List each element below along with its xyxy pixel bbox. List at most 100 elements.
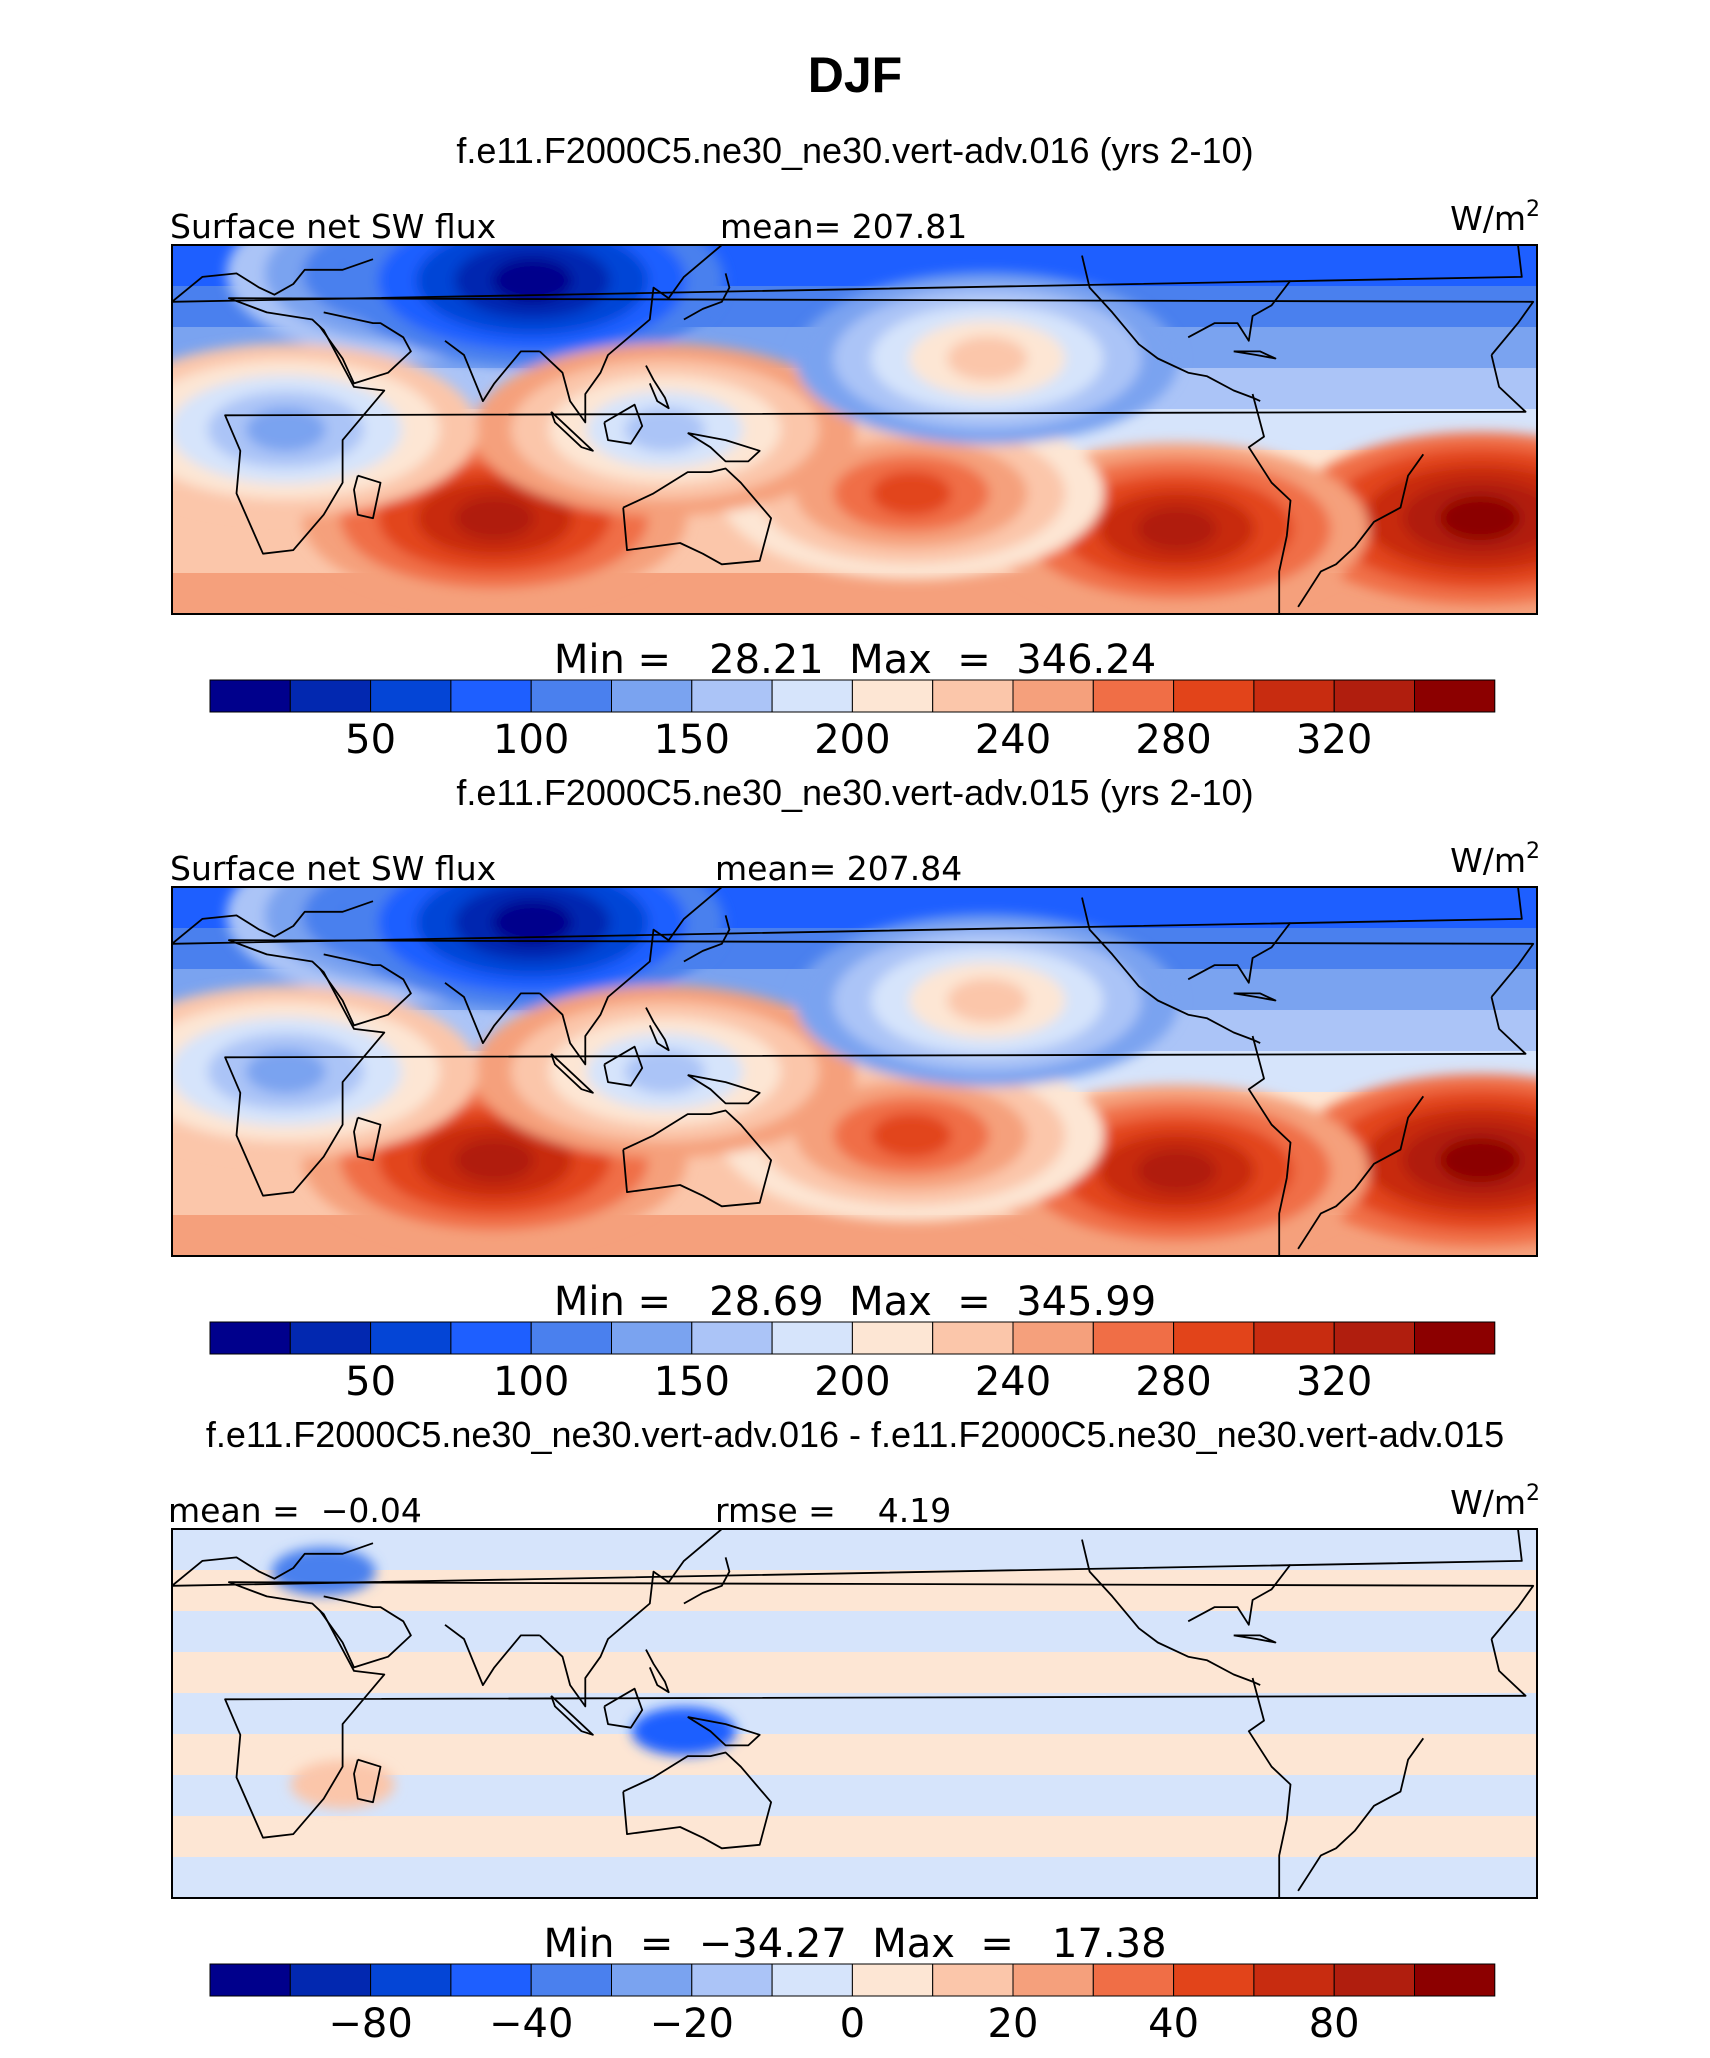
coastline-samerica_east xyxy=(1297,1095,1425,1250)
field-feature-north-pacific-subtropics xyxy=(947,978,1028,1023)
coastline-india xyxy=(444,1624,540,1686)
colorbar-tick-label: 80 xyxy=(1309,2001,1360,2047)
colorbar-tick-label: 280 xyxy=(1135,1359,1211,1405)
colorbar-box xyxy=(370,1963,452,1997)
colorbar-box xyxy=(1253,1963,1335,1997)
colorbar-box xyxy=(1012,679,1094,713)
colorbar-box xyxy=(1012,1321,1094,1355)
colorbar-tick-label: −20 xyxy=(650,2001,734,2047)
colorbar-box xyxy=(289,679,372,713)
field-feature-maritime-continent xyxy=(665,1721,702,1742)
panel-1-map xyxy=(172,245,1537,614)
colorbar-box xyxy=(932,679,1014,713)
field-features xyxy=(172,245,1537,614)
colorbar-tick-label: 320 xyxy=(1296,717,1372,763)
colorbar-tick-label: −80 xyxy=(328,2001,412,2047)
coastline-europe xyxy=(172,887,1523,945)
colorbar-box xyxy=(851,1321,934,1355)
colorbar-box xyxy=(1253,679,1335,713)
coastline-namerica xyxy=(1081,897,1261,1044)
coastline-newguinea xyxy=(687,1716,761,1747)
panel-3-rmse-label: rmse = 4.19 xyxy=(715,1491,951,1530)
colorbar-box xyxy=(771,1963,853,1997)
panel-2-variable-label: Surface net SW flux xyxy=(170,849,496,888)
colorbar-tick-label: 200 xyxy=(814,717,890,763)
colorbar-box xyxy=(209,1963,291,1997)
colorbar-box xyxy=(1414,1963,1496,1997)
field-band xyxy=(172,1570,1537,1612)
field-band xyxy=(172,1857,1537,1898)
coastline-australia xyxy=(622,467,772,566)
coastline-borneo xyxy=(603,403,644,445)
coastline-philippines xyxy=(645,1649,670,1694)
coastline-sumatra xyxy=(550,411,594,452)
coastline-japan xyxy=(683,273,731,321)
colorbar-box xyxy=(450,679,532,713)
coastline-madagascar xyxy=(353,1758,382,1804)
colorbar-tick-label: 320 xyxy=(1296,1359,1372,1405)
colorbar-box xyxy=(450,1963,532,1997)
field-band xyxy=(172,1734,1537,1776)
coastline-samerica xyxy=(1247,1035,1292,1256)
panel-1-variable-label: Surface net SW flux xyxy=(170,207,496,246)
colorbar-box xyxy=(289,1321,372,1355)
field-feature-south-atlantic-high xyxy=(1440,496,1521,541)
colorbar-box xyxy=(1173,679,1255,713)
coastline-arabia xyxy=(319,1595,412,1669)
colorbar-box xyxy=(771,679,853,713)
field-feature-tibet-minimum xyxy=(492,900,573,945)
coastline-australia xyxy=(622,1109,772,1208)
colorbar-box xyxy=(1333,679,1415,713)
field-band xyxy=(172,1652,1537,1694)
coastline-europe xyxy=(172,1529,1523,1587)
panel-2: f.e11.F2000C5.ne30_ne30.vert-adv.015 (yr… xyxy=(170,772,1540,1405)
colorbar-box xyxy=(851,679,934,713)
coastline-borneo xyxy=(603,1045,644,1087)
coastline-newguinea xyxy=(687,1074,761,1105)
panel-1-case-title: f.e11.F2000C5.ne30_ne30.vert-adv.016 (yr… xyxy=(456,130,1253,171)
panel-2-units: W/m2 xyxy=(1450,839,1540,880)
colorbar-box xyxy=(932,1321,1014,1355)
field-feature-south-indian-high xyxy=(454,1138,535,1183)
coastline-asia_east xyxy=(539,245,723,424)
colorbar-box xyxy=(611,1321,693,1355)
colorbar-box xyxy=(691,1321,773,1355)
colorbar-box xyxy=(611,679,693,713)
field-feature-maritime-continent xyxy=(624,407,705,452)
panel-3-minmax: Min = −34.27 Max = 17.38 xyxy=(543,1921,1166,1967)
colorbar-box xyxy=(530,679,613,713)
panel-1: f.e11.F2000C5.ne30_ne30.vert-adv.016 (yr… xyxy=(170,130,1540,763)
field-feature-south-east-pacific-high xyxy=(1136,1148,1217,1193)
colorbar-box xyxy=(1414,1321,1496,1355)
panel-3-units: W/m2 xyxy=(1450,1481,1540,1522)
coastline-sumatra xyxy=(550,1053,594,1094)
field-feature-south-indian-high xyxy=(454,496,535,541)
field-band xyxy=(172,1816,1537,1858)
colorbar-box xyxy=(1012,1963,1094,1997)
coastline-philippines xyxy=(645,1007,670,1052)
panel-3-case-title: f.e11.F2000C5.ne30_ne30.vert-adv.016 - f… xyxy=(206,1414,1504,1455)
field-feature-maritime-continent xyxy=(624,1049,705,1094)
panel-1-coastlines xyxy=(172,245,1535,614)
field-band xyxy=(172,1693,1537,1735)
coastline-cuba xyxy=(1233,992,1277,1002)
panel-1-colorbar: 50 100 150 200 240 280 320 xyxy=(209,679,1496,763)
field-feature-south-atlantic-high xyxy=(1440,1138,1521,1183)
colorbar-tick-label: 20 xyxy=(988,2001,1039,2047)
colorbar-box xyxy=(370,1321,452,1355)
colorbar-tick-label: 240 xyxy=(975,1359,1051,1405)
coastline-gulf xyxy=(1187,921,1292,984)
panel-3: f.e11.F2000C5.ne30_ne30.vert-adv.016 - f… xyxy=(168,1414,1540,2047)
panel-2-frame xyxy=(171,886,1538,1257)
panel-1-mean-label: mean= 207.81 xyxy=(720,207,967,246)
panel-2-mean-label: mean= 207.84 xyxy=(715,849,962,888)
coastline-japan xyxy=(683,915,731,963)
colorbar-tick-label: 0 xyxy=(840,2001,865,2047)
coastline-madagascar xyxy=(353,474,382,520)
colorbar-tick-label: 150 xyxy=(654,1359,730,1405)
coastline-india xyxy=(444,340,540,403)
coastline-europe xyxy=(172,245,1523,303)
field-features xyxy=(271,1547,737,1809)
coastline-newguinea xyxy=(687,432,761,463)
colorbar-box xyxy=(209,679,291,713)
